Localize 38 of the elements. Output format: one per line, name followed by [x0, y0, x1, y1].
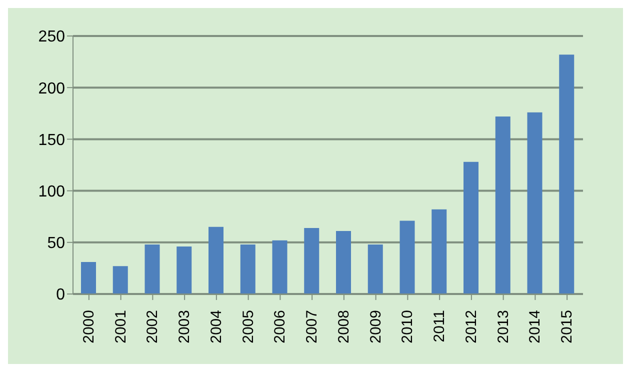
y-tick-label: 200 [38, 80, 66, 98]
bar [272, 240, 288, 294]
bar [144, 244, 160, 294]
bar [240, 244, 256, 294]
x-tick-label: 2011 [431, 310, 448, 342]
bar [176, 246, 192, 294]
x-tick-label: 2007 [304, 310, 321, 344]
x-tick-label: 2008 [335, 310, 352, 344]
bar [208, 226, 224, 294]
bar [559, 54, 574, 294]
y-tick-label: 0 [56, 286, 66, 304]
bar [81, 262, 96, 294]
y-tick-label: 250 [38, 28, 66, 46]
bar [527, 112, 542, 294]
x-tick-label: 2015 [558, 310, 576, 344]
bar [400, 220, 415, 294]
y-tick-label: 50 [47, 235, 66, 252]
x-tick-label: 2009 [367, 310, 384, 344]
bar [112, 266, 128, 294]
x-tick-label: 2002 [144, 310, 162, 344]
bar [495, 116, 510, 294]
bar [336, 231, 351, 294]
y-tick-label: 150 [38, 132, 66, 149]
x-tick-label: 2000 [80, 310, 98, 344]
x-tick-label: 2014 [526, 310, 544, 344]
x-tick-label: 2006 [272, 310, 289, 344]
x-tick-label: 2005 [240, 310, 257, 344]
bar [464, 162, 478, 294]
x-tick-label: 2003 [176, 310, 194, 344]
bar [304, 228, 320, 294]
x-tick-label: 2001 [112, 310, 130, 344]
bar [368, 244, 383, 294]
x-tick-label: 2013 [494, 310, 512, 344]
x-tick-label: 2012 [462, 310, 480, 344]
y-tick-label: 100 [38, 183, 66, 200]
x-tick-label: 2004 [208, 310, 225, 344]
bar [432, 209, 447, 294]
x-tick-label: 2010 [399, 310, 416, 344]
